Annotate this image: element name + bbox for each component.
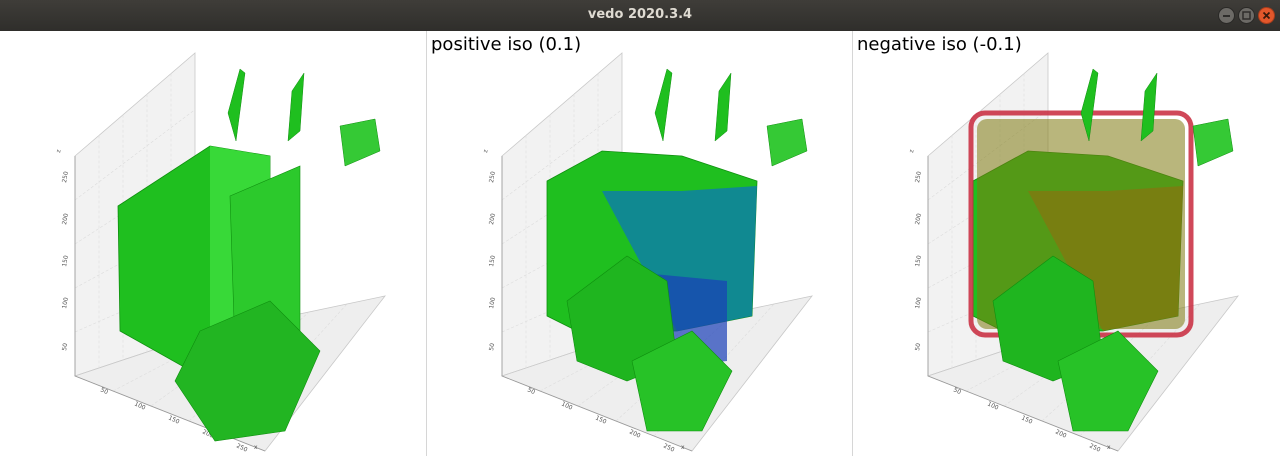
render-panel-3[interactable]: 50 100 150 200 250 z 50 100 150 200 250 x negative …: [853, 31, 1280, 456]
x-tick-label: 250: [662, 442, 676, 453]
x-tick-label: 50: [952, 386, 962, 396]
x-tick-label: 50: [99, 386, 109, 396]
z-tick-label: 50: [488, 342, 496, 351]
panel-divider: [852, 31, 853, 456]
render-scene: 50 100 150 200 250 z 50 100 150 200 250 x: [908, 52, 1239, 454]
x-axis-label: x: [1107, 444, 1111, 451]
x-tick-label: 100: [986, 400, 1000, 411]
z-tick-label: 200: [61, 213, 70, 226]
close-button[interactable]: [1258, 7, 1275, 24]
x-axis-label: x: [254, 444, 258, 451]
render-area[interactable]: 50 100 150 200 250 z 50 100 150 200 250 x 50 100 150 2…: [0, 31, 1280, 456]
x-axis: [501, 375, 693, 452]
x-tick-label: 150: [167, 414, 181, 425]
window-title: vedo 2020.3.4: [587, 7, 693, 22]
z-axis-label: z: [482, 149, 489, 153]
x-tick-label: 50: [526, 386, 536, 396]
x-axis-label: x: [681, 444, 685, 451]
z-axis-label: z: [908, 149, 915, 153]
z-tick-label: 250: [488, 171, 497, 184]
z-tick-label: 50: [61, 342, 69, 351]
z-tick-label: 50: [914, 342, 922, 351]
isosurface-mesh: [546, 68, 808, 432]
z-tick-label: 200: [488, 213, 497, 226]
z-tick-label: 100: [488, 297, 497, 310]
z-tick-label: 150: [61, 255, 70, 268]
minimize-button[interactable]: [1218, 7, 1235, 24]
isosurface-mesh: [968, 68, 1234, 432]
z-tick-label: 100: [61, 297, 70, 310]
isosurface-mesh: [117, 68, 381, 442]
panel-title: negative iso (-0.1): [857, 34, 1022, 55]
render-panel-2[interactable]: 50 100 150 200 250 z 50 100 150 200 250 x positive …: [427, 31, 852, 456]
x-tick-label: 100: [133, 400, 147, 411]
render-scene: 50 100 150 200 250 z 50 100 150 200 250 x: [482, 52, 813, 454]
maximize-icon: [1242, 11, 1251, 20]
x-tick-label: 250: [235, 442, 249, 453]
x-tick-label: 150: [1020, 414, 1034, 425]
z-tick-label: 250: [61, 171, 70, 184]
panel-title: positive iso (0.1): [431, 34, 582, 55]
x-tick-label: 200: [201, 428, 215, 439]
render-panel-1[interactable]: 50 100 150 200 250 z 50 100 150 200 250 x: [0, 31, 426, 456]
minimize-icon: [1223, 15, 1230, 17]
window-titlebar[interactable]: vedo 2020.3.4: [0, 0, 1280, 31]
x-tick-label: 100: [560, 400, 574, 411]
z-axis-label: z: [55, 149, 62, 153]
x-tick-label: 250: [1088, 442, 1102, 453]
x-tick-label: 200: [628, 428, 642, 439]
panel-divider: [426, 31, 427, 456]
z-tick-label: 150: [914, 255, 923, 268]
x-tick-label: 150: [594, 414, 608, 425]
x-axis: [927, 375, 1119, 452]
x-tick-label: 200: [1054, 428, 1068, 439]
z-tick-label: 250: [914, 171, 923, 184]
maximize-button[interactable]: [1238, 7, 1255, 24]
z-tick-label: 200: [914, 213, 923, 226]
z-tick-label: 100: [914, 297, 923, 310]
close-icon: [1262, 11, 1271, 20]
z-tick-label: 150: [488, 255, 497, 268]
render-scene: 50 100 150 200 250 z 50 100 150 200 250 x: [55, 52, 386, 454]
